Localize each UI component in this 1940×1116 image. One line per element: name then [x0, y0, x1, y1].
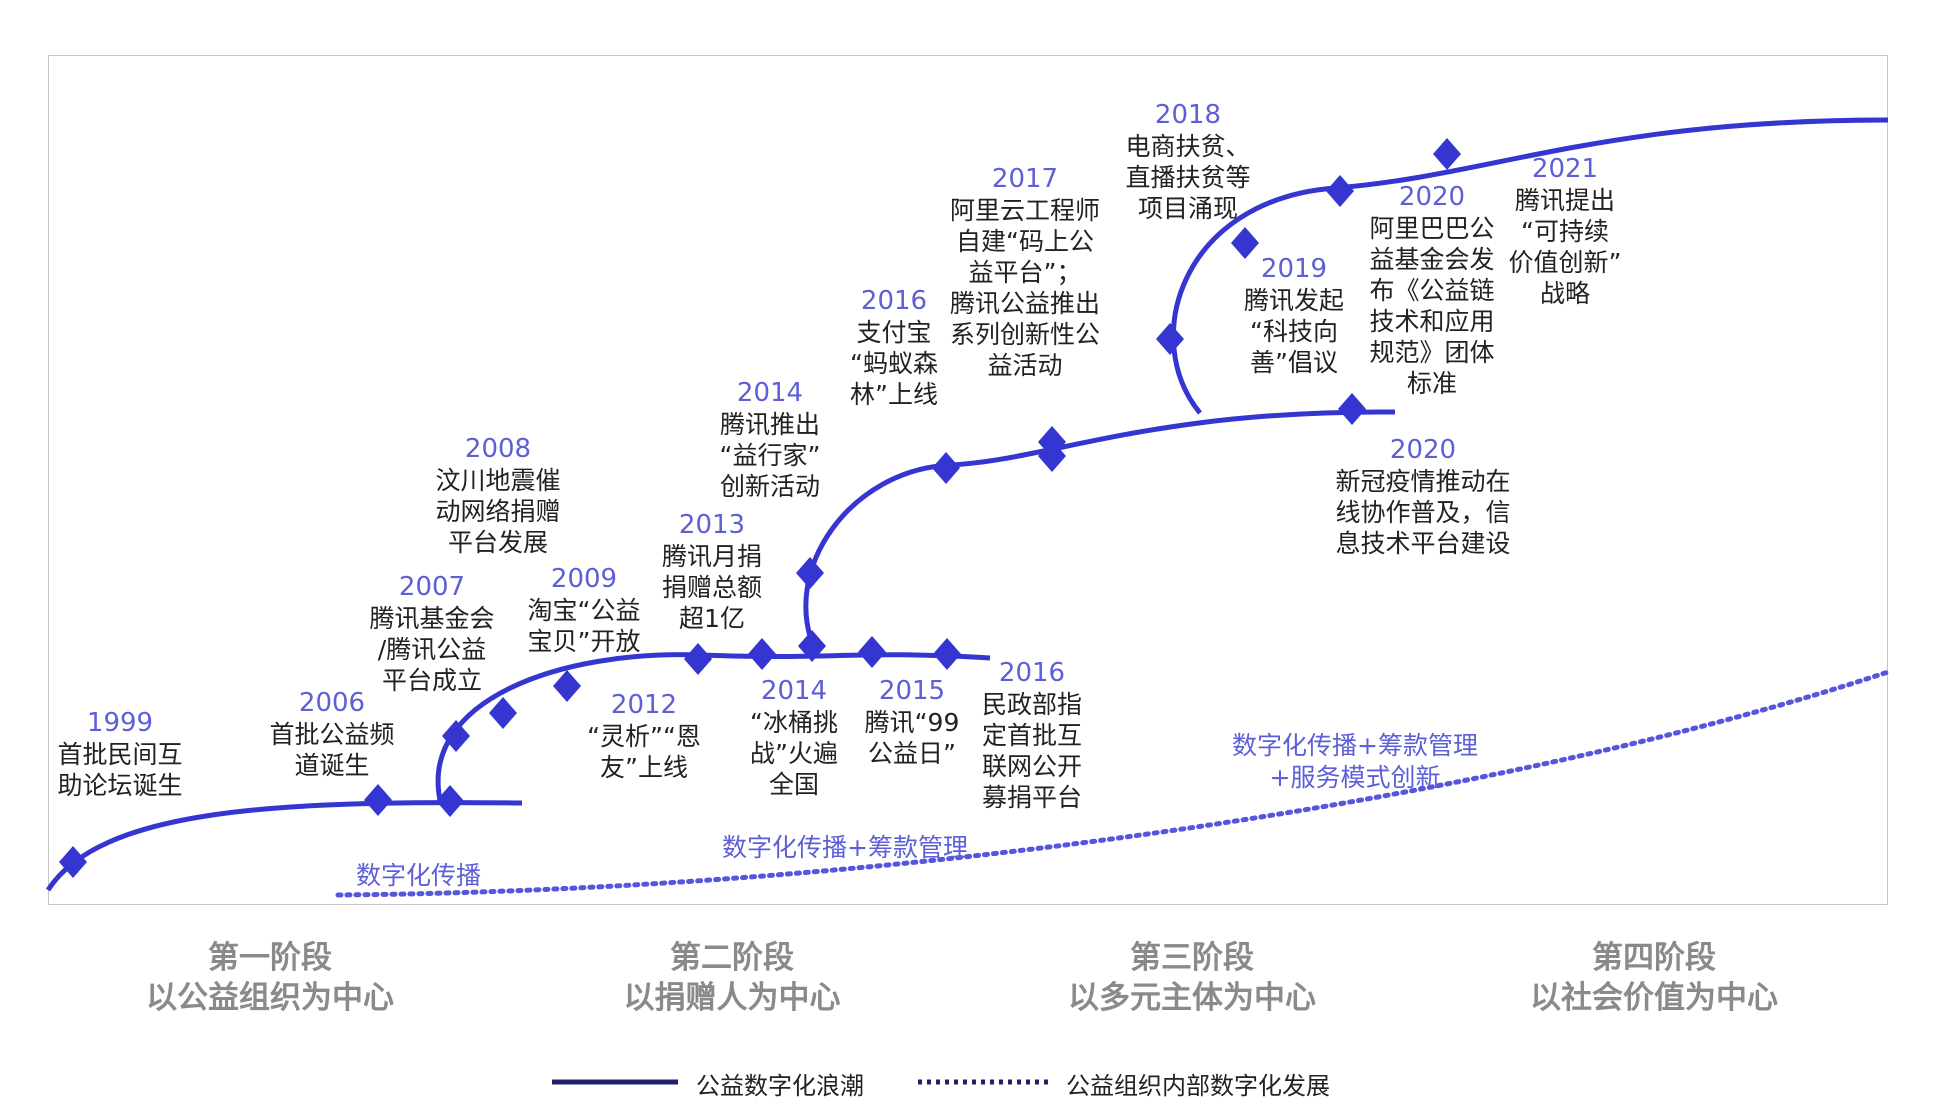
flow-label-3: 数字化传播+筹款管理 +服务模式创新 [1232, 731, 1478, 792]
event-year: 2016 [860, 286, 928, 316]
flow-label-1: 数字化传播 [356, 861, 482, 890]
event-year: 2017 [991, 164, 1059, 194]
stage-name: 第二阶段 [670, 940, 794, 976]
stage-4: 第四阶段 以社会价值为中心 [1444, 938, 1864, 1018]
diamond-marker-icon [1156, 323, 1184, 355]
event-year: 2009 [550, 564, 618, 594]
event-text: 新冠疫情推动在 线协作普及，信 息技术平台建设 [1335, 467, 1511, 558]
event-year: 2016 [998, 658, 1066, 688]
event-text: 腾讯月捐 捐赠总额 超1亿 [661, 542, 762, 633]
event-text: 汶川地震催 动网络捐赠 平台发展 [435, 466, 561, 557]
diamond-marker-icon [1433, 138, 1461, 170]
diamond-marker-icon [932, 452, 960, 484]
diamond-marker-icon [489, 697, 517, 729]
diamond-marker-icon [442, 720, 470, 752]
stage-name: 第一阶段 [208, 940, 332, 976]
event-text: 首批民间互 助论坛诞生 [57, 740, 183, 800]
event-text: 阿里巴巴公 益基金会发 布《公益链 技术和应用 规范》团体 标准 [1369, 214, 1495, 398]
event-year: 2013 [678, 510, 746, 540]
diamond-marker-icon [798, 630, 826, 662]
event-text: 腾讯发起 “科技向 善”倡议 [1243, 286, 1344, 377]
event-year: 2020 [1398, 182, 1466, 212]
stage-name: 第四阶段 [1592, 940, 1716, 976]
event-year: 2006 [298, 688, 366, 718]
diamond-marker-icon [933, 638, 961, 670]
event-2018: 2018 电商扶贫、 直播扶贫等 项目涌现 [1108, 100, 1268, 224]
event-year: 2021 [1531, 154, 1599, 184]
flow-label-2: 数字化传播+筹款管理 [722, 833, 968, 862]
stage-focus: 以社会价值为中心 [1530, 980, 1778, 1016]
event-2020-b: 2020 新冠疫情推动在 线协作普及，信 息技术平台建设 [1318, 435, 1528, 559]
stage-name: 第三阶段 [1130, 940, 1254, 976]
event-2009: 2009 淘宝“公益 宝贝”开放 [514, 564, 654, 657]
legend-dotted-label: 公益组织内部数字化发展 [1066, 1072, 1330, 1100]
event-year: 2018 [1154, 100, 1222, 130]
event-2007: 2007 腾讯基金会 /腾讯公益 平台成立 [362, 572, 502, 696]
diamond-marker-icon [684, 643, 712, 675]
event-2006: 2006 首批公益频 道诞生 [262, 688, 402, 781]
diamond-marker-icon [748, 638, 776, 670]
event-text: “冰桶挑 战”火遍 全国 [750, 708, 838, 799]
event-year: 2008 [464, 434, 532, 464]
event-2016-b: 2016 支付宝 “蚂蚁森 林”上线 [824, 286, 964, 410]
event-year: 2014 [760, 676, 828, 706]
wave-curve-4 [1170, 117, 1889, 415]
diamond-marker-icon [858, 636, 886, 668]
diamond-marker-icon [1326, 175, 1354, 207]
event-text: 腾讯推出 “益行家” 创新活动 [719, 410, 821, 501]
event-2016-a: 2016 民政部指 定首批互 联网公开 募捐平台 [962, 658, 1102, 813]
stage-focus: 以公益组织为中心 [146, 980, 394, 1016]
diamond-marker-icon [796, 557, 824, 589]
stage-3: 第三阶段 以多元主体为中心 [982, 938, 1402, 1018]
stage-1: 第一阶段 以公益组织为中心 [60, 938, 480, 1018]
event-text: 民政部指 定首批互 联网公开 募捐平台 [981, 690, 1082, 812]
event-2014-a: 2014 腾讯推出 “益行家” 创新活动 [700, 378, 840, 502]
diamond-marker-icon [1038, 440, 1066, 472]
event-text: 腾讯提出 “可持续 价值创新” 战略 [1508, 186, 1622, 308]
event-year: 2012 [610, 690, 678, 720]
event-year: 1999 [86, 708, 154, 738]
event-text: “灵析”“恩 友”上线 [587, 722, 701, 782]
event-2020-a: 2020 阿里巴巴公 益基金会发 布《公益链 技术和应用 规范》团体 标准 [1352, 182, 1512, 399]
event-year: 2007 [398, 572, 466, 602]
wave-curve-3 [803, 409, 1396, 651]
event-text: 首批公益频 道诞生 [269, 720, 395, 780]
event-2019: 2019 腾讯发起 “科技向 善”倡议 [1224, 254, 1364, 378]
event-year: 2020 [1389, 435, 1457, 465]
event-2014-b: 2014 “冰桶挑 战”火遍 全国 [724, 676, 864, 800]
event-2012: 2012 “灵析”“恩 友”上线 [574, 690, 714, 783]
diamond-marker-icon [1231, 227, 1259, 259]
event-year: 2019 [1260, 254, 1328, 284]
event-2017: 2017 阿里云工程师 自建“码上公 益平台”； 腾讯公益推出 系列创新性公 益… [935, 164, 1115, 381]
event-text: 腾讯基金会 /腾讯公益 平台成立 [369, 604, 495, 695]
internal-digitalization-curve [335, 669, 1891, 898]
event-text: 淘宝“公益 宝贝”开放 [527, 596, 641, 656]
event-year: 2015 [878, 676, 946, 706]
event-text: 阿里云工程师 自建“码上公 益平台”； 腾讯公益推出 系列创新性公 益活动 [949, 196, 1100, 380]
event-2013: 2013 腾讯月捐 捐赠总额 超1亿 [642, 510, 782, 634]
event-1999: 1999 首批民间互 助论坛诞生 [50, 708, 190, 801]
diamond-marker-icon [553, 670, 581, 702]
event-text: 腾讯“99 公益日” [864, 708, 960, 768]
diamond-marker-icon [364, 784, 392, 816]
diagram-frame [48, 55, 1888, 905]
stage-focus: 以捐赠人为中心 [623, 980, 841, 1016]
diamond-marker-icon [436, 785, 464, 817]
event-text: 电商扶贫、 直播扶贫等 项目涌现 [1125, 132, 1251, 223]
event-2021: 2021 腾讯提出 “可持续 价值创新” 战略 [1490, 154, 1640, 309]
event-text: 支付宝 “蚂蚁森 林”上线 [850, 318, 938, 409]
diamond-marker-icon [59, 846, 87, 878]
milestones [59, 138, 1461, 878]
stage-2: 第二阶段 以捐赠人为中心 [522, 938, 942, 1018]
event-year: 2014 [736, 378, 804, 408]
event-2015: 2015 腾讯“99 公益日” [842, 676, 982, 769]
legend-solid-label: 公益数字化浪潮 [696, 1072, 864, 1100]
diamond-marker-icon [1338, 393, 1366, 425]
event-2008: 2008 汶川地震催 动网络捐赠 平台发展 [428, 434, 568, 558]
stage-focus: 以多元主体为中心 [1068, 980, 1316, 1016]
